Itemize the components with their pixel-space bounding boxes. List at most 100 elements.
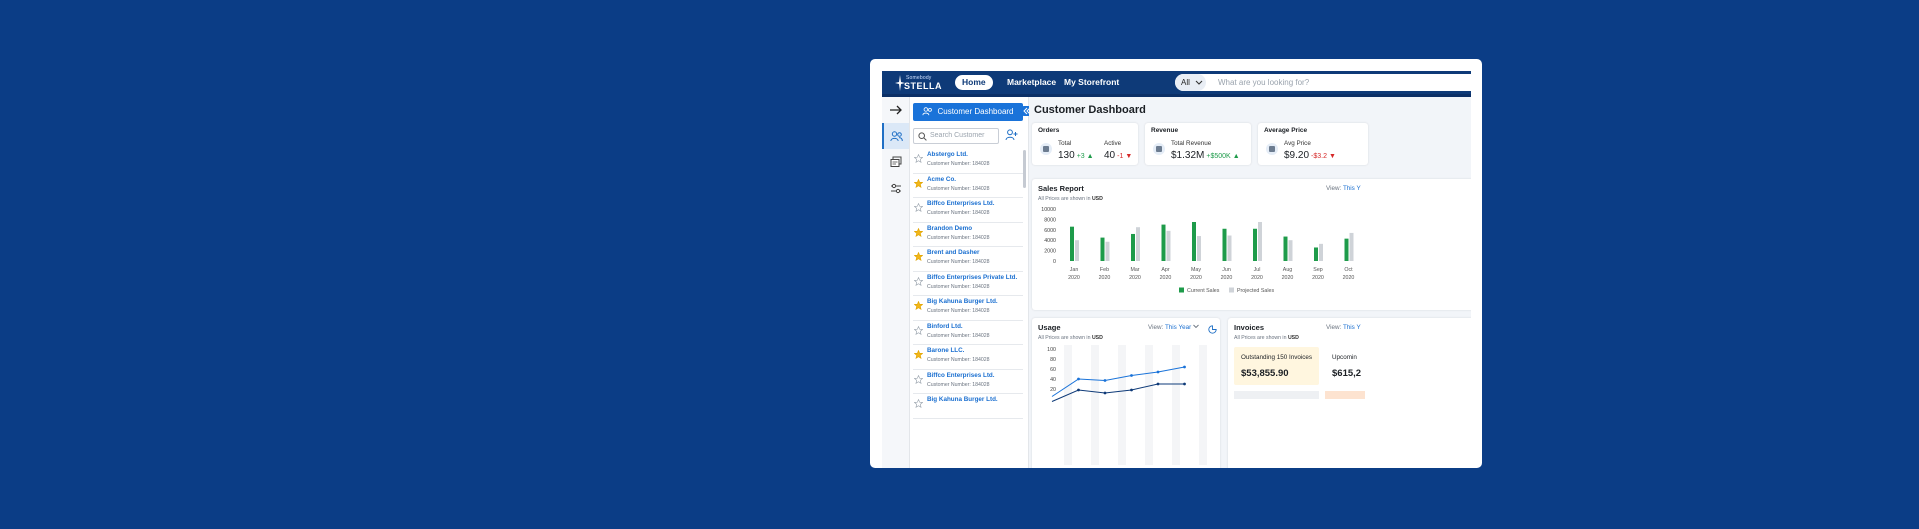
customer-list-item[interactable]: Big Kahuna Burger Ltd. Customer Number: 1… — [913, 296, 1023, 321]
sales-report-chart: 0 2000 4000 6000 8000 10000 Jan 2020 Feb 2020 Mar 2… — [1041, 207, 1354, 294]
customer-number: Customer Number: 184028 — [927, 210, 990, 216]
dashboard-main: Customer Dashboard Orders Total 130 +3 ▲ A… — [1029, 97, 1471, 468]
customer-number: Customer Number: 184028 — [927, 259, 990, 265]
legend-label-projected-sales: Projected Sales — [1237, 288, 1274, 294]
star-filled-icon[interactable] — [914, 350, 923, 359]
star-filled-icon[interactable] — [914, 252, 923, 261]
usage-view-select[interactable]: View: This Year — [1148, 324, 1199, 331]
customer-number: Customer Number: 184028 — [927, 357, 990, 363]
customer-list-scrollbar[interactable] — [1023, 150, 1026, 188]
y-tick-label: 60 — [1050, 367, 1056, 373]
y-tick-label: 20 — [1050, 387, 1056, 393]
x-tick-label: 2020 — [1282, 275, 1294, 281]
bar-projected-sales — [1136, 227, 1140, 261]
stella-logo[interactable]: Somebody STELLA — [894, 73, 942, 92]
customer-list-item[interactable]: Binford Ltd. Customer Number: 184028 — [913, 321, 1023, 345]
nav-my-storefront[interactable]: My Storefront — [1064, 77, 1120, 87]
star-outline-icon[interactable] — [914, 203, 923, 212]
expand-rail-button[interactable] — [882, 97, 909, 123]
invoices-view-select[interactable]: View: This Y — [1326, 324, 1361, 331]
customer-list-item[interactable]: Biffco Enterprises Ltd. Customer Number: … — [913, 370, 1023, 394]
customer-list-item[interactable]: Acme Co. Customer Number: 184028 — [913, 174, 1023, 198]
customer-name[interactable]: Biffco Enterprises Ltd. — [927, 200, 995, 207]
revenue-title: Revenue — [1151, 127, 1179, 134]
usage-data-point — [1130, 374, 1133, 377]
bar-current-sales — [1131, 233, 1135, 261]
customer-name[interactable]: Brandon Demo — [927, 224, 973, 232]
invoices-subtitle: All Prices are shown in USD — [1234, 335, 1299, 341]
y-tick-label: 10000 — [1041, 207, 1056, 213]
customer-search-input[interactable]: Search Customer — [913, 128, 999, 144]
revenue-delta: +$500K — [1206, 153, 1231, 160]
invoices-panel: Invoices All Prices are shown in USD Vie… — [1228, 318, 1471, 468]
star-outline-icon[interactable] — [914, 374, 923, 384]
trend-up-icon: ▲ — [1086, 153, 1094, 160]
usage-subtitle-prefix: All Prices are shown in — [1038, 335, 1091, 341]
nav-marketplace[interactable]: Marketplace — [1007, 77, 1057, 87]
rail-customers-button[interactable] — [882, 123, 909, 149]
customer-name[interactable]: Biffco Enterprises Ltd. — [927, 371, 995, 379]
y-tick-label: 80 — [1050, 357, 1056, 363]
average-price-card: Average Price Avg Price $9.20 -$3.2 ▼ — [1258, 123, 1368, 165]
bar-projected-sales — [1319, 243, 1323, 261]
y-tick-label: 2000 — [1044, 249, 1056, 255]
sales-report-subtitle: All Prices are shown in USD — [1038, 196, 1103, 202]
customer-name[interactable]: Abstergo Ltd. — [927, 151, 968, 158]
star-filled-icon[interactable] — [914, 301, 923, 310]
global-search[interactable]: All What are you looking for? — [1175, 74, 1471, 91]
star-outline-icon[interactable] — [914, 276, 923, 286]
bar-current-sales — [1161, 224, 1166, 261]
app-window: Somebody STELLA Home Marketplace My Stor… — [882, 71, 1471, 468]
customer-number: Customer Number: 184028 — [927, 283, 990, 290]
outstanding-invoices-card[interactable]: Outstanding 150 Invoices $53,855.90 — [1234, 347, 1319, 385]
rail-settings-button[interactable] — [882, 175, 909, 201]
x-tick-label: Jul — [1254, 267, 1261, 273]
x-tick-label: 2020 — [1251, 275, 1263, 281]
customer-name[interactable]: Biffco Enterprises Private Ltd. — [927, 273, 1018, 281]
orders-total-delta: +3 — [1076, 153, 1085, 160]
column-band — [1145, 345, 1153, 465]
rail-catalog-button[interactable] — [882, 149, 909, 175]
nav-home[interactable]: Home — [955, 75, 993, 90]
customer-list-item[interactable]: Big Kahuna Burger Ltd. — [913, 394, 1023, 419]
customer-name[interactable]: Big Kahuna Burger Ltd. — [927, 396, 998, 403]
star-filled-icon[interactable] — [914, 178, 923, 188]
customer-name[interactable]: Binford Ltd. — [927, 322, 963, 330]
x-tick-label: May — [1191, 267, 1201, 273]
sales-report-view-select[interactable]: View: This Y — [1326, 185, 1361, 192]
customer-name[interactable]: Acme Co. — [927, 175, 957, 183]
customer-list: Abstergo Ltd. Customer Number: 184028 Acme… — [913, 149, 1023, 419]
star-filled-icon[interactable] — [914, 227, 923, 237]
x-tick-label: Aug — [1283, 267, 1292, 273]
customer-name[interactable]: Brent and Dasher — [927, 249, 980, 256]
customer-list-item[interactable]: Biffco Enterprises Private Ltd. Customer … — [913, 272, 1023, 296]
star-outline-icon[interactable] — [914, 399, 923, 408]
star-outline-icon[interactable] — [914, 325, 923, 335]
chart-type-icon[interactable] — [1208, 325, 1217, 334]
orders-active-value: 40 — [1104, 150, 1116, 161]
customer-list-item[interactable]: Biffco Enterprises Ltd. Customer Number: … — [913, 198, 1023, 223]
usage-data-point — [1103, 379, 1107, 382]
x-tick-label: 2020 — [1221, 275, 1233, 281]
logo-name: STELLA — [904, 81, 942, 91]
customer-dashboard-button[interactable]: Customer Dashboard — [913, 103, 1023, 121]
search-input[interactable]: What are you looking for? — [1218, 78, 1310, 87]
bar-projected-sales — [1105, 241, 1110, 261]
bar-current-sales — [1253, 228, 1257, 261]
customer-list-item[interactable]: Brandon Demo Customer Number: 184028 — [913, 223, 1023, 247]
customer-name[interactable]: Big Kahuna Burger Ltd. — [927, 298, 998, 305]
customer-list-item[interactable]: Brent and Dasher Customer Number: 184028 — [913, 247, 1023, 272]
star-logo-icon — [895, 75, 905, 91]
upcoming-invoices-card[interactable]: Upcomin $615,2 — [1325, 347, 1365, 385]
add-customer-icon[interactable] — [1005, 129, 1018, 141]
average-price-icon — [1266, 143, 1278, 155]
star-outline-icon[interactable] — [914, 154, 923, 163]
customer-list-item[interactable]: Barone LLC. Customer Number: 184028 — [913, 345, 1023, 370]
usage-panel: Usage All Prices are shown in USD View: … — [1032, 318, 1220, 468]
revenue-icon — [1153, 143, 1165, 155]
customer-name[interactable]: Barone LLC. — [927, 347, 965, 354]
x-tick-label: 2020 — [1160, 275, 1172, 281]
search-scope-select[interactable]: All — [1175, 74, 1206, 91]
customer-list-item[interactable]: Abstergo Ltd. Customer Number: 184028 — [913, 149, 1023, 174]
y-tick-label: 100 — [1047, 347, 1056, 353]
